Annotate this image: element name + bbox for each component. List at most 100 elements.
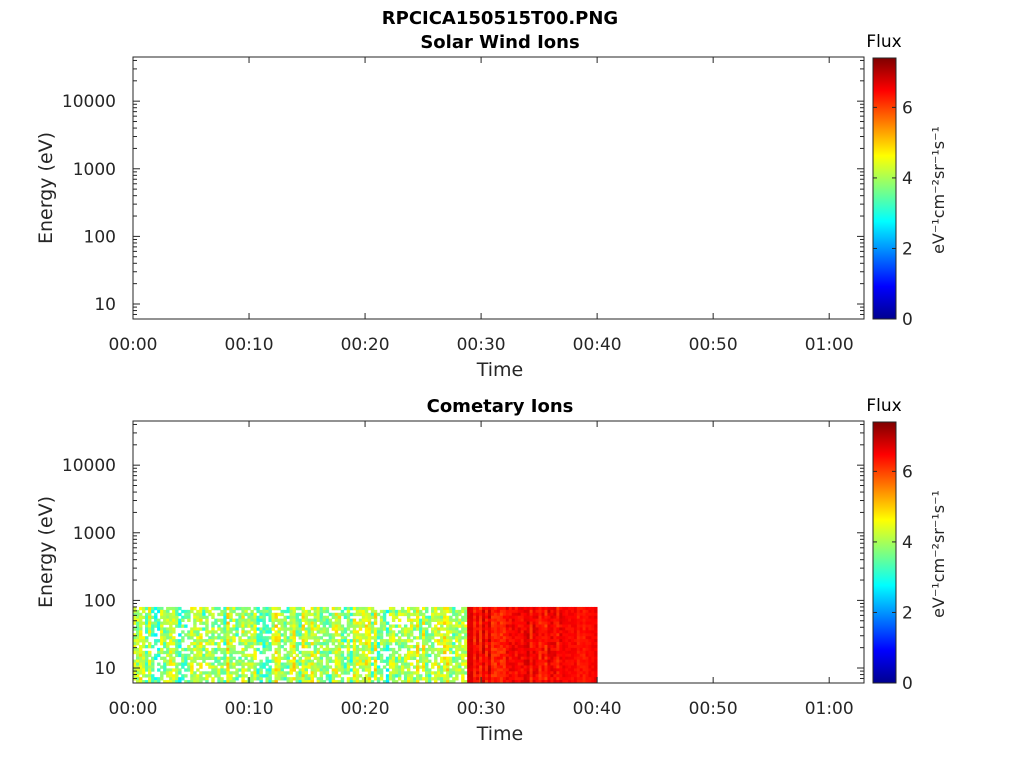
spectrogram-cell bbox=[352, 656, 357, 660]
spectrogram-cell bbox=[579, 680, 584, 683]
spectrogram-cell bbox=[437, 627, 441, 631]
spectrogram-cell bbox=[265, 659, 269, 663]
spectrogram-cell bbox=[142, 636, 146, 640]
spectrogram-cell bbox=[529, 653, 533, 658]
spectrogram-cell bbox=[544, 680, 548, 683]
spectrogram-cell bbox=[343, 630, 348, 634]
spectrogram-cell bbox=[142, 639, 146, 643]
spectrogram-cell bbox=[422, 659, 426, 663]
spectrogram-cell bbox=[573, 659, 578, 663]
spectrogram-cell bbox=[422, 618, 426, 622]
spectrogram-cell bbox=[412, 627, 417, 631]
spectrogram-cell bbox=[565, 642, 569, 646]
spectrogram-cell bbox=[148, 653, 152, 658]
spectrogram-cell bbox=[280, 633, 284, 637]
spectrogram-cell bbox=[163, 636, 167, 640]
spectrogram-cell bbox=[145, 627, 149, 631]
spectrogram-cell bbox=[523, 624, 528, 628]
spectrogram-cell bbox=[573, 609, 578, 614]
spectrogram-cell bbox=[588, 630, 592, 634]
spectrogram-cell bbox=[160, 633, 164, 637]
spectrogram-cell bbox=[594, 606, 598, 611]
spectrogram-cell bbox=[373, 665, 378, 669]
spectrogram-cell bbox=[379, 609, 384, 614]
spectrogram-cell bbox=[582, 650, 586, 655]
spectrogram-cell bbox=[487, 650, 492, 655]
spectrogram-cell bbox=[591, 630, 595, 634]
spectrogram-cell bbox=[562, 624, 566, 628]
spectrogram-cell bbox=[559, 630, 563, 634]
spectrogram-cell bbox=[235, 627, 239, 631]
spectrogram-cell bbox=[476, 630, 480, 634]
spectrogram-cell bbox=[562, 639, 566, 643]
spectrogram-cell bbox=[202, 659, 206, 663]
spectrogram-cell bbox=[220, 650, 224, 655]
spectrogram-cell bbox=[178, 653, 182, 658]
spectrogram-cell bbox=[505, 621, 510, 625]
spectrogram-cell bbox=[579, 671, 584, 675]
spectrogram-cell bbox=[295, 615, 299, 620]
spectrogram-cell bbox=[136, 612, 140, 617]
spectrogram-cell bbox=[190, 680, 194, 683]
spectrogram-cell bbox=[452, 612, 456, 617]
spectrogram-cell bbox=[535, 639, 539, 643]
spectrogram-cell bbox=[352, 677, 357, 681]
spectrogram-cell bbox=[193, 612, 197, 617]
spectrogram-cell bbox=[582, 677, 586, 681]
spectrogram-cell bbox=[571, 615, 575, 620]
spectrogram-cell bbox=[391, 665, 396, 669]
spectrogram-cell bbox=[133, 671, 137, 675]
spectrogram-cell bbox=[532, 612, 536, 617]
spectrogram-cell bbox=[322, 639, 327, 643]
spectrogram-cell bbox=[190, 647, 194, 652]
spectrogram-cell bbox=[568, 653, 572, 658]
spectrogram-cell bbox=[415, 624, 420, 628]
spectrogram-cell bbox=[496, 609, 501, 614]
spectrogram-cell bbox=[550, 668, 554, 672]
spectrogram-cell bbox=[412, 677, 417, 681]
spectrogram-cell bbox=[220, 630, 224, 634]
spectrogram-cell bbox=[550, 612, 554, 617]
spectrogram-cell bbox=[247, 653, 251, 658]
spectrogram-cell bbox=[493, 659, 498, 663]
spectrogram-cell bbox=[446, 624, 450, 628]
spectrogram-cell bbox=[594, 647, 598, 652]
spectrogram-cell bbox=[373, 647, 378, 652]
spectrogram-cell bbox=[594, 644, 598, 649]
spectrogram-cell bbox=[458, 653, 462, 658]
spectrogram-cell bbox=[440, 606, 444, 611]
spectrogram-cell bbox=[455, 677, 459, 681]
spectrogram-cell bbox=[274, 659, 278, 663]
spectrogram-cell bbox=[259, 633, 263, 637]
spectrogram-cell bbox=[373, 668, 378, 672]
spectrogram-cell bbox=[139, 630, 143, 634]
y-tick-label: 100 bbox=[84, 591, 116, 611]
spectrogram-cell bbox=[379, 647, 384, 652]
spectrogram-cell bbox=[337, 612, 342, 617]
spectrogram-cell bbox=[415, 647, 420, 652]
spectrogram-cell bbox=[571, 642, 575, 646]
spectrogram-cell bbox=[559, 659, 563, 663]
spectrogram-cell bbox=[352, 612, 357, 617]
spectrogram-cell bbox=[425, 671, 429, 675]
spectrogram-cell bbox=[588, 671, 592, 675]
spectrogram-cell bbox=[440, 665, 444, 669]
spectrogram-cell bbox=[355, 677, 360, 681]
spectrogram-cell bbox=[579, 639, 584, 643]
spectrogram-cell bbox=[529, 647, 533, 652]
spectrogram-cell bbox=[485, 636, 489, 640]
spectrogram-cell bbox=[205, 609, 209, 614]
spectrogram-cell bbox=[458, 644, 462, 649]
spectrogram-cell bbox=[443, 647, 447, 652]
spectrogram-cell bbox=[172, 662, 176, 666]
spectrogram-cell bbox=[470, 668, 474, 672]
spectrogram-cell bbox=[496, 677, 501, 681]
spectrogram-cell bbox=[576, 630, 581, 634]
spectrogram-cell bbox=[382, 621, 387, 625]
spectrogram-cell bbox=[205, 656, 209, 660]
spectrogram-cell bbox=[319, 615, 324, 620]
spectrogram-cell bbox=[301, 644, 305, 649]
spectrogram-cell bbox=[541, 624, 545, 628]
spectrogram-cell bbox=[292, 668, 296, 672]
axis-ticks: 00:00 00:10 00:20 00:30 00:40 00:50 01:0010100… bbox=[62, 57, 864, 355]
